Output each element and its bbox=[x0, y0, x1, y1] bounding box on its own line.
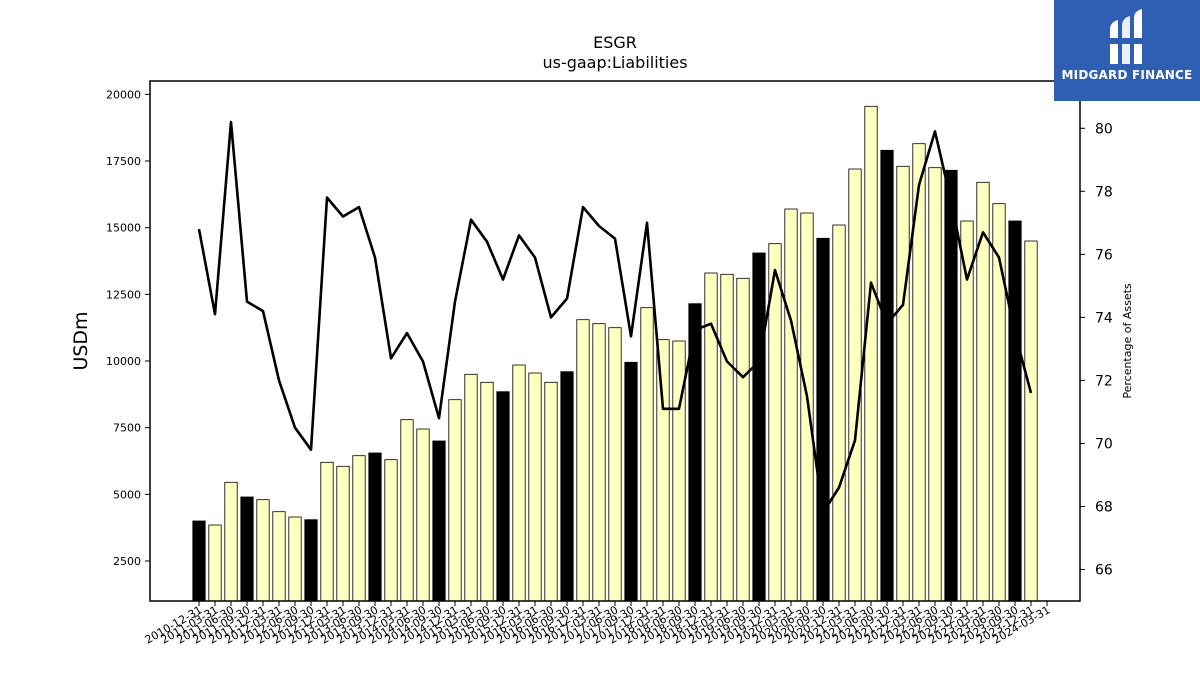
bar-2020-03-31 bbox=[784, 208, 798, 602]
y-axis-label: USDm bbox=[70, 311, 92, 370]
bar-2015-12-31 bbox=[512, 364, 526, 602]
y2-tick-label: 68 bbox=[1095, 499, 1113, 515]
left-axis-ticks: 2500 5000 7500 10000 12500 15000 17500 20000 bbox=[106, 88, 150, 568]
right-axis-ticks: 66 68 70 72 74 76 78 80 bbox=[1080, 121, 1113, 578]
chart-subtitle: us-gaap:Liabilities bbox=[542, 53, 687, 72]
bar-2017-09-30 bbox=[624, 361, 638, 602]
bar-2016-03-31 bbox=[528, 372, 542, 602]
bar-2017-03-31 bbox=[592, 323, 606, 602]
percentage-of-assets-line bbox=[197, 120, 1033, 515]
bar-2012-09-30 bbox=[304, 519, 318, 602]
bar-2011-06-30 bbox=[224, 481, 238, 602]
x-axis-ticks: 2010-12-312011-03-312011-06-302011-09-30… bbox=[143, 601, 1053, 647]
bar-2018-03-31 bbox=[656, 339, 670, 602]
y-tick-label: 2500 bbox=[113, 555, 141, 568]
bar-2023-09-30 bbox=[1008, 220, 1022, 602]
y2-tick-label: 74 bbox=[1095, 310, 1113, 326]
bar-2020-06-30 bbox=[800, 212, 814, 602]
bar-2011-09-30 bbox=[240, 496, 254, 602]
bar-2013-09-30 bbox=[368, 452, 382, 602]
bar-2014-09-30 bbox=[432, 440, 446, 602]
y-tick-label: 17500 bbox=[106, 155, 141, 168]
percentage-line-group bbox=[197, 120, 1033, 515]
y-tick-label: 15000 bbox=[106, 222, 141, 235]
bar-2017-12-31 bbox=[640, 307, 654, 602]
y2-tick-label: 72 bbox=[1095, 373, 1113, 389]
bar-2011-03-31 bbox=[208, 524, 222, 602]
midgard-finance-logo: MIDGARD FINANCE bbox=[1054, 0, 1200, 101]
bar-2014-12-31 bbox=[448, 399, 462, 602]
logo-text: MIDGARD FINANCE bbox=[1061, 68, 1193, 82]
bar-2012-06-30 bbox=[288, 516, 302, 602]
bar-2021-06-30 bbox=[864, 105, 878, 602]
bar-2013-06-30 bbox=[352, 455, 366, 602]
bar-2012-12-31 bbox=[320, 461, 334, 602]
bar-2021-12-31 bbox=[896, 165, 910, 602]
logo-mark-icon bbox=[1104, 9, 1150, 64]
y2-tick-label: 80 bbox=[1095, 121, 1113, 137]
bar-2022-09-30 bbox=[944, 169, 958, 602]
bar-2018-06-30 bbox=[672, 340, 686, 602]
chart-title: ESGR bbox=[593, 33, 637, 52]
bar-2021-09-30 bbox=[880, 149, 894, 602]
y-tick-label: 5000 bbox=[113, 488, 141, 501]
bar-2015-06-30 bbox=[480, 381, 494, 602]
bar-2019-03-31 bbox=[720, 273, 734, 602]
bar-2023-12-31 bbox=[1024, 240, 1038, 602]
y-tick-label: 7500 bbox=[113, 422, 141, 435]
y-tick-label: 20000 bbox=[106, 88, 141, 101]
bar-2016-09-30 bbox=[560, 371, 574, 602]
bar-2020-09-30 bbox=[816, 237, 830, 602]
bar-2015-03-31 bbox=[464, 373, 478, 602]
bar-2012-03-31 bbox=[272, 511, 286, 602]
y-tick-label: 12500 bbox=[106, 288, 141, 301]
bar-2014-03-31 bbox=[400, 419, 414, 602]
bar-2019-06-30 bbox=[736, 277, 750, 602]
y2-tick-label: 78 bbox=[1095, 184, 1113, 200]
y2-tick-label: 76 bbox=[1095, 247, 1113, 263]
y-tick-label: 10000 bbox=[106, 355, 141, 368]
bar-2015-09-30 bbox=[496, 391, 510, 602]
bar-2019-09-30 bbox=[752, 252, 766, 602]
bar-2010-12-31 bbox=[192, 520, 206, 602]
bar-2013-03-31 bbox=[336, 465, 350, 602]
bar-2016-06-30 bbox=[544, 381, 558, 602]
bar-2022-06-30 bbox=[928, 167, 942, 602]
bar-2018-12-31 bbox=[704, 272, 718, 602]
y2-axis-label: Percentage of Assets bbox=[1121, 283, 1134, 399]
bar-2020-12-31 bbox=[832, 224, 846, 602]
bar-2014-06-30 bbox=[416, 428, 430, 602]
bar-2011-12-31 bbox=[256, 499, 270, 602]
y2-tick-label: 70 bbox=[1095, 436, 1113, 452]
bar-2013-12-31 bbox=[384, 459, 398, 602]
bar-2017-06-30 bbox=[608, 327, 622, 602]
bar-2016-12-31 bbox=[576, 319, 590, 602]
bars-group bbox=[192, 105, 1038, 602]
y2-tick-label: 66 bbox=[1095, 562, 1113, 578]
